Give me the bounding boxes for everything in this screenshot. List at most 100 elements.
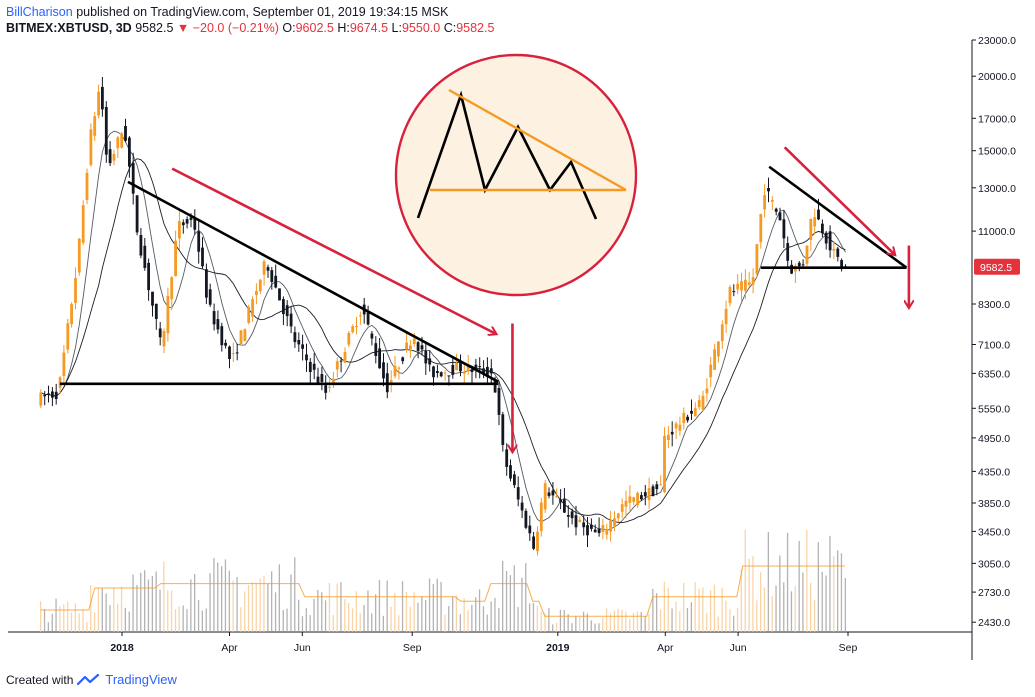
candle-body: [154, 303, 158, 319]
candle-body: [374, 343, 378, 356]
volume-bar: [648, 613, 650, 632]
volume-bar: [806, 530, 808, 632]
candle-body: [401, 357, 405, 362]
volume-bar: [332, 615, 334, 632]
volume-bar: [405, 591, 408, 632]
candle-body: [801, 264, 805, 266]
volume-bar: [375, 594, 377, 632]
volume-bar: [706, 612, 708, 632]
candle-body: [574, 515, 578, 528]
last-price-tag: [974, 258, 1020, 275]
volume-bar: [632, 612, 635, 632]
candle-body: [312, 363, 316, 370]
candle-body: [328, 386, 331, 388]
x-tick-label: Jun: [294, 642, 311, 654]
volume-bar: [355, 591, 357, 632]
candle-body: [493, 379, 497, 393]
volume-bar: [398, 615, 400, 632]
candle-body: [305, 354, 308, 361]
volume-bar: [228, 570, 230, 632]
volume-bar: [733, 615, 735, 632]
volume-bar: [55, 598, 57, 632]
candle-body: [382, 362, 385, 379]
candle-body: [578, 519, 582, 523]
volume-bar: [382, 615, 384, 632]
candle-body: [744, 279, 747, 291]
candle-body: [393, 365, 397, 377]
volume-bar: [40, 601, 42, 632]
volume-bar: [517, 607, 519, 632]
volume-bar: [74, 603, 76, 632]
volume-bar: [182, 605, 184, 632]
volume-bar: [652, 588, 654, 632]
candle-body: [809, 218, 813, 240]
tradingview-brand-link[interactable]: TradingView: [105, 672, 177, 687]
volume-bar: [448, 606, 450, 632]
volume-bar: [810, 583, 812, 632]
candle-body: [539, 502, 543, 532]
volume-bar: [217, 562, 219, 632]
price-chart[interactable]: 23000.0 20000.0 17000.0 15000.0 13000.0 11000…: [0, 0, 1035, 670]
candle-body: [293, 332, 297, 343]
volume-bar: [120, 586, 123, 632]
candle-body: [181, 222, 185, 226]
candle-body: [640, 495, 643, 500]
y-tick-label: 13000.0: [978, 183, 1016, 195]
candle-body: [220, 326, 224, 346]
volume-bar: [324, 600, 327, 632]
candle-body: [101, 86, 104, 110]
volume-bar: [475, 597, 477, 632]
candle-body: [197, 231, 201, 252]
candle-body: [193, 217, 197, 230]
candle-body: [397, 367, 401, 369]
author-link[interactable]: BillCharison: [6, 5, 73, 19]
volume-bar: [159, 589, 161, 632]
candle-body: [370, 333, 374, 339]
candle-body: [70, 304, 73, 325]
candle-body: [174, 240, 177, 276]
candle-body: [120, 133, 124, 148]
volume-bar: [559, 609, 562, 632]
candle-body: [108, 149, 112, 164]
volume-bar: [278, 564, 280, 632]
volume-bar: [571, 623, 573, 632]
candle-body: [366, 312, 370, 325]
resistance-trendline: [768, 165, 908, 269]
candle-body: [778, 212, 782, 221]
y-tick-label: 8300.0: [978, 299, 1010, 311]
candle-body: [547, 492, 551, 496]
volume-bar: [309, 615, 311, 632]
volume-bar: [690, 602, 692, 632]
candle-body: [104, 107, 108, 155]
candle-body: [520, 502, 524, 511]
candle-body: [770, 200, 774, 202]
candle-body: [135, 195, 139, 233]
x-tick-label: Sep: [403, 642, 422, 654]
candle-body: [343, 351, 347, 363]
volume-bar: [78, 613, 80, 632]
volume-bar: [113, 588, 115, 632]
y-tick-label: 6350.0: [978, 368, 1010, 380]
candle-body: [609, 519, 612, 532]
volume-bar: [197, 599, 200, 632]
volume-bar: [694, 582, 696, 632]
candle-body: [651, 486, 655, 496]
x-tick-label: 2018: [110, 642, 134, 654]
candle-body: [759, 214, 763, 243]
volume-bar: [340, 582, 342, 632]
candle-body: [555, 496, 559, 498]
volume-bar: [401, 581, 404, 632]
candle-body: [620, 504, 624, 512]
volume-bar: [163, 561, 165, 632]
volume-bar: [760, 572, 762, 632]
volume-bar: [209, 573, 211, 632]
candle-body: [805, 245, 809, 264]
last-price: 9582.5: [135, 21, 174, 35]
x-tick-label: 2019: [546, 642, 570, 654]
candle-body: [659, 484, 663, 486]
candle-body: [285, 305, 289, 317]
candle-body: [316, 376, 320, 383]
volume-bar: [640, 612, 642, 632]
volume-bar: [140, 572, 142, 632]
candle-body: [524, 510, 528, 528]
